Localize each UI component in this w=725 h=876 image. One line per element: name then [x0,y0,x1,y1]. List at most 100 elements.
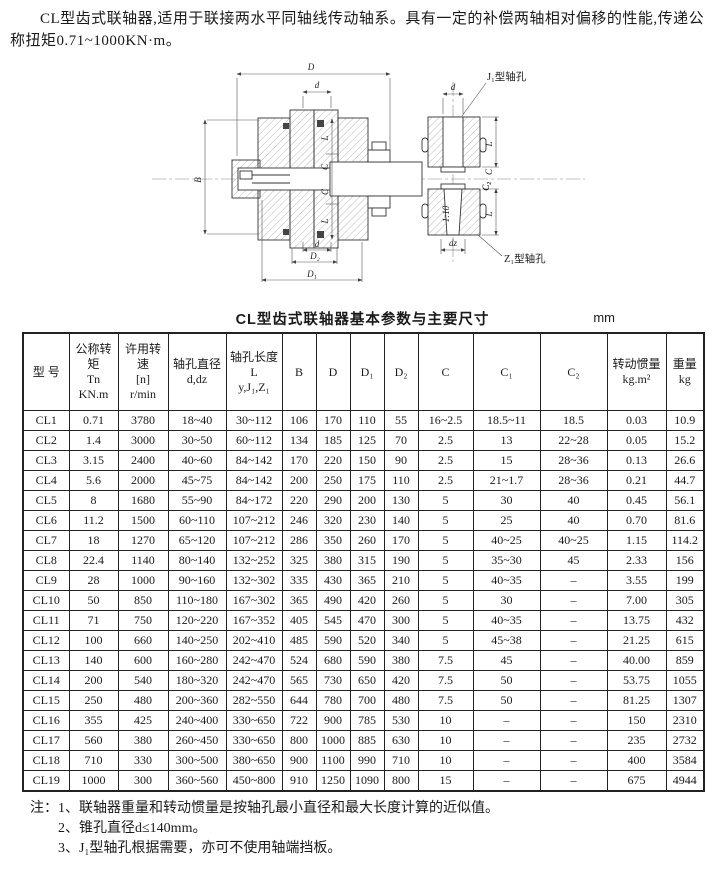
value-cell: 21.25 [606,630,667,651]
value-cell: 300~500 [167,750,227,771]
value-cell: 0.13 [606,450,667,471]
value-cell: 84~172 [225,490,283,511]
value-cell: 235 [606,730,667,751]
value-cell: 25 [472,510,541,531]
value-cell: 900 [315,710,351,731]
value-cell: 140 [383,510,419,531]
value-cell: 40~35 [472,610,541,631]
value-cell: 110 [349,410,385,431]
value-cell: 420 [383,670,419,691]
table-row: CL5 8 1680 55~90 84~172 220 290 200 130 5 30 40 0.45… [22,490,705,511]
value-cell: 71 [68,610,119,631]
value-cell: 40~25 [539,530,608,551]
value-cell: 15 [417,770,474,792]
table-row: CL18 710 330 300~500 380~650 900 1100 990 710 10–… [22,750,705,771]
value-cell: 30~112 [225,410,283,431]
value-cell: 175 [349,470,385,491]
table-row: CL9 28 1000 90~160 132~302 335 430 365 210 5 40~35… [22,570,705,591]
notes-section: 注： 1、联轴器重量和转动惯量是按轴孔最小直径和最大长度计算的近似值。 2、锥孔直… [30,799,725,859]
value-cell: 675 [606,770,667,792]
value-cell: 910 [281,770,317,792]
value-cell: 7.5 [417,690,474,711]
dim-label-d-top: d [315,80,320,90]
table-row: CL11 71 750 120~220 167~352 405 545 470 300 5 40~3… [22,610,705,631]
value-cell: – [539,730,608,751]
value-cell: 282~550 [225,690,283,711]
value-cell: 1500 [117,510,169,531]
table-row: CL3 3.15 2400 40~60 84~142 170 220 150 90 2.5 15 28… [22,450,705,471]
value-cell: 10.9 [665,410,705,431]
value-cell: 220 [315,450,351,471]
value-cell: 4944 [665,770,705,792]
model-cell: CL3 [22,450,70,471]
coupling-technical-drawing: D d B L C C L d D₂ D₁ [152,62,585,282]
value-cell: 380 [117,730,169,751]
assembly-section-view [231,109,423,249]
value-cell: 156 [665,550,705,571]
model-cell: CL2 [22,430,70,451]
value-cell: 545 [315,610,351,631]
table-row: CL14 200 540 180~320 242~470 565 730 650 420 7.5 5… [22,670,705,691]
value-cell: 520 [349,630,385,651]
intro-paragraph: CL型齿式联轴器,适用于联接两水平同轴线传动轴系。具有一定的补偿两轴相对偏移的性… [10,11,705,49]
value-cell: 590 [349,650,385,671]
value-cell: 1100 [315,750,351,771]
column-header: 重量 kg [665,332,705,411]
value-cell: 660 [117,630,169,651]
value-cell: 160~280 [167,650,227,671]
value-cell: 710 [68,750,119,771]
value-cell: 5 [417,510,474,531]
column-header: D [315,332,351,411]
table-row: CL19 1000 300 360~560 450~800 910 1250 1090 800 1… [22,770,705,792]
table-row: CL10 50 850 110~180 167~302 365 490 420 260 5 30–7… [22,590,705,611]
table-row: CL16 355 425 240~400 330~650 722 900 785 530 10– –… [22,710,705,731]
value-cell: 140~250 [167,630,227,651]
value-cell: – [539,590,608,611]
value-cell: 990 [349,750,385,771]
value-cell: 30 [472,490,541,511]
value-cell: 210 [383,570,419,591]
dim-label-L-upper: L [320,135,330,141]
value-cell: 859 [665,650,705,671]
value-cell: 40~35 [472,570,541,591]
value-cell: – [539,750,608,771]
dim-label-D2: D₂ [309,251,320,261]
value-cell: 405 [281,610,317,631]
value-cell: 7.5 [417,650,474,671]
value-cell: 35~30 [472,550,541,571]
value-cell: 800 [281,730,317,751]
value-cell: 242~470 [225,650,283,671]
model-cell: CL4 [22,470,70,491]
value-cell: 240~400 [167,710,227,731]
value-cell: 10 [417,750,474,771]
value-cell: 750 [117,610,169,631]
value-cell: 55~90 [167,490,227,511]
value-cell: 110~180 [167,590,227,611]
model-cell: CL13 [22,650,70,671]
table-title-row: CL型齿式联轴器基本参数与主要尺寸 mm [22,308,703,329]
notes-prefix: 注： [30,801,58,816]
value-cell: 0.03 [606,410,667,431]
value-cell: 170 [383,530,419,551]
value-cell: 185 [315,430,351,451]
value-cell: 480 [117,690,169,711]
value-cell: 490 [315,590,351,611]
value-cell: 125 [349,430,385,451]
column-header: C₂ [539,332,608,411]
value-cell: 107~212 [225,510,283,531]
value-cell: 900 [281,750,317,771]
value-cell: – [472,750,541,771]
value-cell: 335 [281,570,317,591]
value-cell: 242~470 [225,670,283,691]
note-item: 2、锥孔直径d≤140mm。 [58,821,207,836]
value-cell: 220 [281,490,317,511]
value-cell: 50 [472,690,541,711]
value-cell: 1.4 [68,430,119,451]
value-cell: 7.00 [606,590,667,611]
value-cell: 107~212 [225,530,283,551]
model-cell: CL11 [22,610,70,631]
value-cell: 540 [117,670,169,691]
value-cell: 0.70 [606,510,667,531]
value-cell: 530 [383,710,419,731]
